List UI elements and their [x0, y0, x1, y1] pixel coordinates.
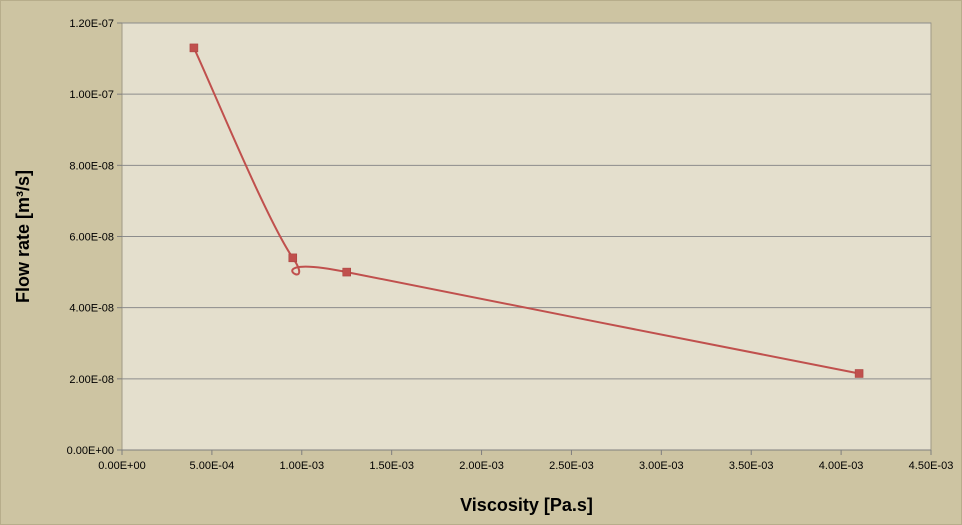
series-line	[193, 47, 860, 375]
x-tick-label: 1.50E-03	[369, 460, 414, 472]
x-tick-label: 3.00E-03	[639, 460, 684, 472]
y-tick-label: 8.00E-08	[69, 160, 114, 172]
y-tick-label: 6.00E-08	[69, 232, 114, 244]
x-tick-label: 3.50E-03	[729, 460, 774, 472]
data-point	[342, 267, 351, 277]
y-tick-label: 0.00E+00	[67, 445, 114, 457]
y-tick-label: 1.20E-07	[69, 18, 114, 30]
x-tick-label: 1.00E-03	[279, 460, 324, 472]
x-tick-label: 5.00E-04	[190, 460, 235, 472]
data-point	[189, 43, 199, 53]
y-tick-label: 4.00E-08	[69, 303, 114, 315]
x-tick-label: 4.50E-03	[909, 460, 954, 472]
y-axis-title: Flow rate [m³/s]	[13, 170, 33, 303]
data-point	[288, 253, 298, 263]
series-layer	[189, 43, 864, 378]
x-tick-label: 4.00E-03	[819, 460, 864, 472]
y-tick-label: 2.00E-08	[69, 374, 114, 386]
x-tick-label: 2.00E-03	[459, 460, 504, 472]
y-tick-labels: 0.00E+00 2.00E-08 4.00E-08 6.00E-08 8.00E-08…	[67, 18, 114, 457]
x-tick-labels: 0.00E+00 5.00E-04 1.00E-03 1.50E-03 2.00E-03…	[98, 460, 953, 472]
x-axis-title: Viscosity [Pa.s]	[460, 495, 593, 515]
x-tick-label: 2.50E-03	[549, 460, 594, 472]
y-tick-label: 1.00E-07	[69, 89, 114, 101]
x-tick-label: 0.00E+00	[98, 460, 145, 472]
gridlines	[117, 22, 932, 455]
data-point	[854, 369, 864, 378]
